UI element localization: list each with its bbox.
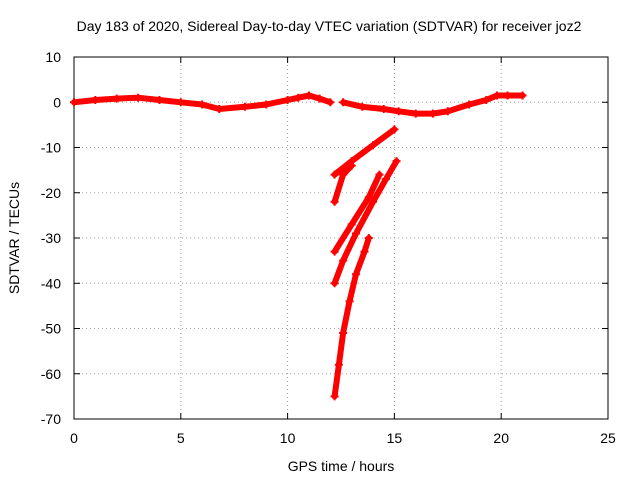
data-point (392, 157, 401, 166)
y-tick-label: -30 (41, 230, 61, 246)
data-point (375, 170, 384, 179)
y-tick-label: -50 (41, 321, 61, 337)
data-point (351, 270, 360, 279)
data-point (304, 91, 313, 100)
data-point (283, 95, 292, 104)
y-axis-label: SDTVAR / TECUs (6, 182, 22, 294)
data-point (330, 170, 339, 179)
x-tick-label: 15 (387, 430, 403, 446)
data-point (364, 234, 373, 242)
data-point (411, 109, 420, 118)
data-point (70, 98, 78, 107)
y-tick-label: -60 (41, 366, 61, 382)
data-point (518, 91, 527, 100)
data-point (330, 392, 339, 401)
data-point (390, 125, 399, 134)
data-point (428, 109, 437, 118)
data-point (326, 98, 335, 107)
data-point (364, 193, 373, 202)
data-series-segment (331, 171, 383, 255)
data-point (358, 102, 367, 111)
y-tick-label: -40 (41, 275, 61, 291)
data-point (330, 197, 339, 206)
x-tick-label: 20 (493, 430, 509, 446)
data-point (443, 107, 452, 116)
data-point (347, 220, 356, 229)
data-point (198, 100, 207, 109)
data-point (334, 360, 343, 369)
ticks: 0 5 10 15 20 25 10 0 -10 -20 -30 -40 -50 -60 -70 (41, 49, 616, 446)
y-tick-label: 10 (45, 49, 61, 65)
data-point (330, 247, 339, 256)
data-point (351, 229, 360, 238)
x-tick-label: 5 (177, 430, 185, 446)
data-point (503, 91, 512, 100)
x-tick-label: 25 (600, 430, 616, 446)
data-point (176, 98, 185, 107)
data-point (465, 100, 474, 109)
data-point (294, 93, 303, 102)
data-point (112, 94, 121, 103)
data-point (339, 170, 348, 179)
data-point (155, 95, 164, 104)
data-point (262, 100, 271, 109)
data-point (339, 329, 348, 338)
data-point (215, 105, 224, 114)
y-tick-label: -20 (41, 185, 61, 201)
data-point (394, 107, 403, 116)
data-point (330, 279, 339, 288)
data-point (492, 91, 501, 100)
data-point (482, 95, 491, 104)
y-tick-label: -10 (41, 140, 61, 156)
data-point (360, 247, 369, 256)
y-tick-label: -70 (41, 411, 61, 427)
grid (74, 57, 608, 419)
data-point (369, 141, 378, 150)
y-tick-label: 0 (53, 94, 61, 110)
chart-title: Day 183 of 2020, Sidereal Day-to-day VTE… (77, 18, 582, 34)
data-point (347, 161, 356, 170)
series-sdtvar (70, 91, 527, 401)
x-tick-label: 0 (70, 430, 78, 446)
data-point (345, 297, 354, 306)
data-point (379, 105, 388, 114)
data-point (339, 256, 348, 265)
x-tick-label: 10 (280, 430, 296, 446)
data-point (339, 98, 348, 107)
data-point (381, 175, 390, 184)
data-series-segment (331, 158, 400, 287)
data-point (134, 93, 143, 102)
data-point (315, 94, 324, 103)
data-point (91, 95, 100, 104)
data-point (369, 197, 378, 206)
data-point (240, 102, 249, 111)
x-axis-label: GPS time / hours (288, 458, 395, 474)
data-series-segment (331, 126, 398, 178)
